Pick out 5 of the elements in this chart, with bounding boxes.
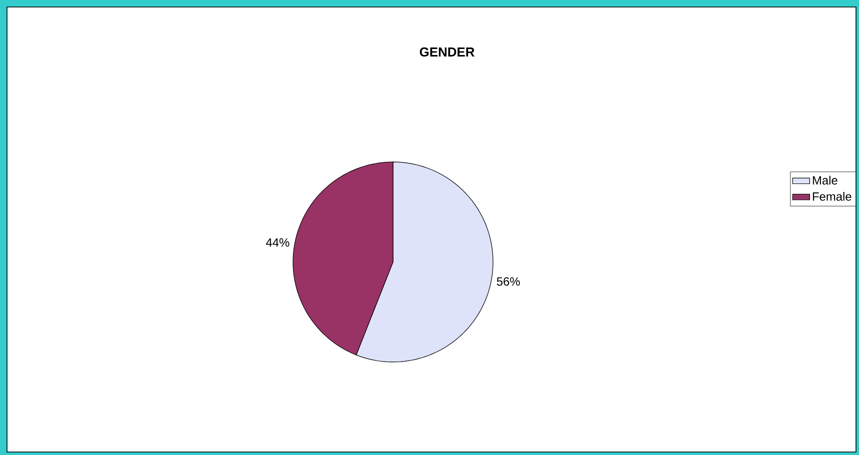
data-label: 56%	[496, 277, 520, 286]
legend-label: Female	[812, 192, 852, 201]
legend-label: Male	[812, 176, 838, 185]
chart-title: GENDER	[420, 47, 474, 57]
data-label: 44%	[266, 238, 290, 247]
